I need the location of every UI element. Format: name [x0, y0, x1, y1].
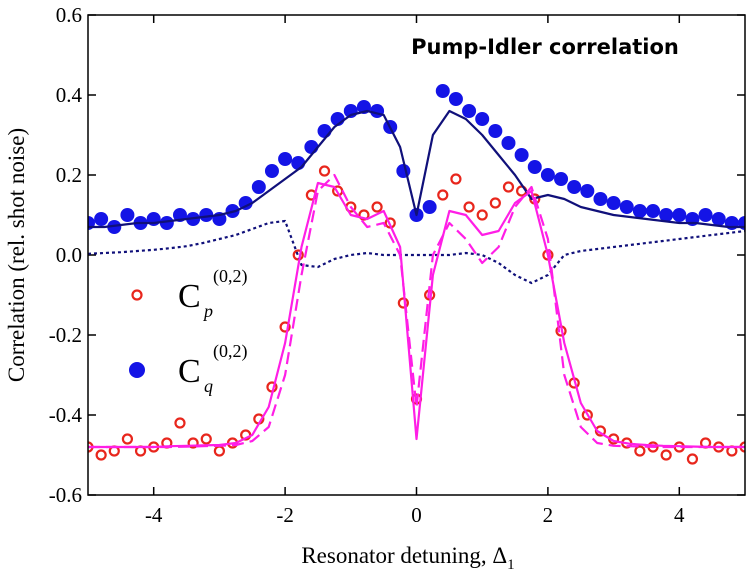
data-point: [200, 433, 212, 445]
data-point: [502, 181, 515, 193]
legend-label: C: [178, 278, 201, 315]
data-point: [371, 201, 383, 213]
data-point: [619, 200, 634, 214]
x-tick-label: -4: [145, 503, 163, 527]
data-point: [121, 433, 134, 445]
data-point: [238, 196, 253, 210]
data-point: [672, 208, 687, 222]
data-point: [527, 160, 542, 174]
data-point: [317, 124, 332, 138]
data-point: [554, 172, 569, 186]
data-point: [463, 201, 475, 213]
data-point: [107, 220, 122, 234]
data-point: [475, 112, 490, 126]
data-point: [581, 409, 593, 421]
data-point: [606, 196, 621, 210]
legend-superscript: (0,2): [213, 266, 248, 287]
data-point: [711, 212, 726, 226]
plot-area: [88, 84, 745, 465]
x-tick-label: 4: [674, 503, 685, 527]
data-point: [634, 445, 646, 457]
data-point: [304, 140, 319, 154]
data-point: [686, 453, 699, 465]
data-point: [264, 164, 279, 178]
x-tick-label: -2: [276, 503, 294, 527]
data-point: [251, 180, 266, 194]
x-axis-label-text: Resonator detuning, Δ: [301, 543, 507, 568]
legend-label: C: [178, 353, 201, 390]
data-point: [660, 449, 672, 461]
data-point: [580, 184, 595, 198]
y-axis-label: Correlation (rel. shot noise): [4, 128, 29, 382]
y-tick-label: 0.6: [56, 3, 82, 27]
data-point: [358, 209, 370, 221]
data-point: [370, 104, 385, 118]
data-point: [95, 449, 107, 461]
legend-superscript: (0,2): [213, 341, 248, 362]
data-point: [187, 437, 199, 449]
data-point: [278, 152, 293, 166]
data-point: [213, 445, 225, 457]
data-point: [593, 192, 608, 206]
chart-title: Pump-Idler correlation: [411, 35, 679, 59]
fit-line: [88, 181, 745, 449]
data-point: [291, 156, 306, 170]
data-point: [279, 321, 291, 333]
legend-subscript: q: [204, 376, 213, 396]
x-axis-label: Resonator detuning, Δ1: [301, 543, 514, 573]
data-point: [540, 168, 555, 182]
legend-marker: [129, 362, 145, 378]
data-point: [318, 165, 331, 177]
fit-line: [88, 219, 745, 285]
data-point: [698, 208, 713, 222]
y-tick-label: 0.2: [56, 163, 82, 187]
data-point: [397, 297, 409, 309]
data-point: [448, 92, 463, 106]
data-point: [120, 208, 135, 222]
x-tick-label: 0: [411, 503, 422, 527]
legend-subscript: p: [202, 301, 213, 321]
data-point: [199, 208, 214, 222]
fit-line: [88, 173, 745, 449]
y-tick-label: 0.0: [56, 243, 82, 267]
data-point: [94, 212, 109, 226]
plot-frame: [87, 14, 746, 496]
y-tick-label: -0.4: [49, 403, 83, 427]
data-point: [292, 249, 304, 261]
data-point: [489, 197, 501, 209]
data-point: [174, 417, 186, 429]
data-point: [646, 204, 661, 218]
data-point: [422, 200, 437, 214]
data-point: [488, 124, 503, 138]
fit-line: [88, 109, 745, 229]
data-point: [437, 189, 449, 201]
data-point: [501, 136, 516, 150]
data-point: [514, 148, 529, 162]
y-tick-label: 0.4: [56, 83, 83, 107]
data-point: [462, 104, 477, 118]
data-point: [450, 173, 462, 185]
y-tick-label: -0.2: [49, 323, 82, 347]
legend-marker: [131, 289, 143, 301]
x-tick-label: 2: [543, 503, 554, 527]
data-point: [396, 164, 411, 178]
data-point: [632, 204, 647, 218]
data-point: [567, 180, 582, 194]
data-point: [659, 208, 674, 222]
data-point: [159, 216, 174, 230]
y-tick-label: -0.6: [49, 483, 82, 507]
data-point: [435, 84, 450, 98]
data-point: [476, 209, 488, 221]
x-axis-label-subscript: 1: [507, 557, 515, 573]
